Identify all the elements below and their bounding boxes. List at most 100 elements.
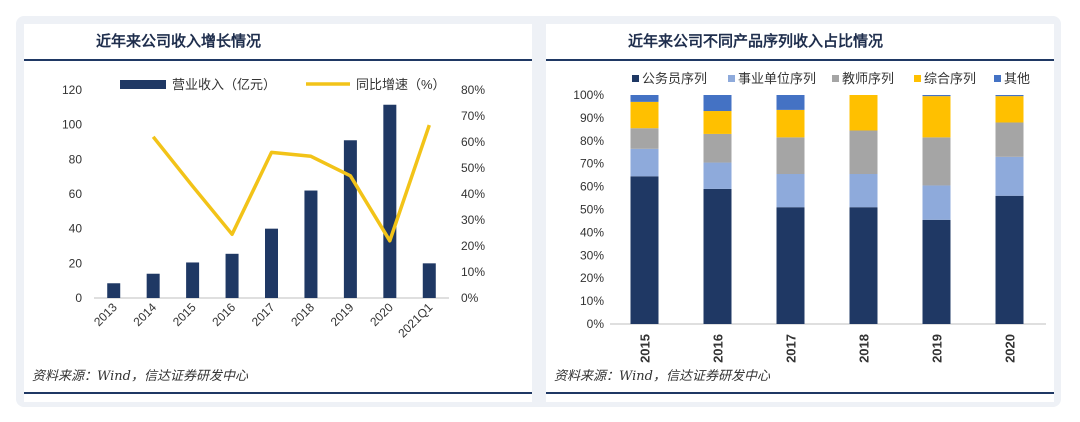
stacked-segment <box>630 148 659 177</box>
stacked-segment <box>703 133 732 163</box>
stacked-segment <box>922 219 951 324</box>
revenue-bar <box>186 262 200 298</box>
x-tick-label: 2016 <box>209 300 238 329</box>
stacked-segment <box>776 174 805 208</box>
stacked-segment <box>922 185 951 220</box>
y-tick-label: 50% <box>580 203 604 217</box>
y-tick-label: 40% <box>580 225 604 239</box>
y-left-tick-label: 60 <box>69 187 83 201</box>
x-tick-label: 2020 <box>1003 334 1018 363</box>
y-right-tick-label: 20% <box>461 239 485 253</box>
legend-swatch <box>728 75 735 82</box>
x-tick-label: 2020 <box>367 300 396 329</box>
stacked-segment <box>703 162 732 189</box>
stacked-segment <box>849 95 878 131</box>
stacked-segment <box>703 188 732 324</box>
revenue-bar <box>383 104 397 298</box>
stacked-segment <box>630 128 659 149</box>
y-left-tick-label: 100 <box>62 118 82 132</box>
left-chart-title: 近年来公司收入增长情况 <box>96 32 262 50</box>
y-left-tick-label: 20 <box>69 256 83 270</box>
legend-label-revenue: 营业收入（亿元） <box>172 77 276 92</box>
y-left-tick-label: 120 <box>62 83 82 97</box>
bottom-rule <box>24 392 532 394</box>
stacked-segment <box>922 95 951 97</box>
revenue-chart: 0 20 40 60 80 100 120 0% 10% 20% 30% 40% 50% 60% 70% 80… <box>62 77 485 340</box>
y-tick-label: 60% <box>580 180 604 194</box>
revenue-bar <box>265 228 278 298</box>
y-right-tick-label: 40% <box>461 187 485 201</box>
y-tick-label: 0% <box>587 317 605 331</box>
y-tick-label: 70% <box>580 157 604 171</box>
y-tick-label: 20% <box>580 271 604 285</box>
stacked-segment <box>995 96 1024 123</box>
x-tick-label: 2014 <box>131 300 160 329</box>
left-source-note: 资料来源：Wind，信达证券研发中心 <box>32 369 248 384</box>
stacked-segment <box>995 156 1024 196</box>
right-source-note: 资料来源：Wind，信达证券研发中心 <box>554 369 770 384</box>
legend-label: 其他 <box>1004 71 1030 86</box>
x-tick-label: 2021Q1 <box>395 300 435 340</box>
y-tick-label: 80% <box>580 134 604 148</box>
y-right-tick-label: 30% <box>461 213 485 227</box>
stacked-segment <box>849 174 878 208</box>
y-left-tick-label: 0 <box>75 291 82 305</box>
legend-swatch <box>832 75 839 82</box>
stacked-segment <box>630 101 659 129</box>
legend-swatch-revenue <box>120 80 166 89</box>
y-left-tick-label: 80 <box>69 152 83 166</box>
stacked-segment <box>995 195 1024 324</box>
y-right-tick-label: 60% <box>461 135 485 149</box>
y-right-tick-label: 0% <box>461 291 479 305</box>
revenue-bar <box>422 263 436 298</box>
right-chart-panel: 近年来公司不同产品序列收入占比情况 0% 10% 20% 30% 40% 50% 60% 70… <box>546 24 1054 402</box>
stacked-segment <box>776 207 805 324</box>
stacked-segment <box>922 96 951 138</box>
revenue-bar <box>304 190 318 298</box>
y-right-tick-label: 70% <box>461 109 485 123</box>
x-tick-label: 2018 <box>288 300 317 329</box>
stacked-segment <box>776 95 805 110</box>
legend-label-growth: 同比增速（%） <box>356 77 446 92</box>
revenue-bar <box>225 253 239 298</box>
y-right-tick-label: 50% <box>461 161 485 175</box>
legend-swatch <box>914 75 921 82</box>
bottom-rule <box>546 392 1054 394</box>
stacked-segment <box>849 130 878 175</box>
product-mix-chart: 0% 10% 20% 30% 40% 50% 60% 70% 80% 90% 100% 2015 201… <box>573 71 1046 363</box>
revenue-bar <box>107 283 121 298</box>
legend-label: 教师序列 <box>842 71 894 86</box>
title-rule <box>546 59 1054 61</box>
legend-label: 公务员序列 <box>642 71 707 86</box>
growth-rate-line <box>151 124 431 243</box>
x-tick-label: 2019 <box>930 334 945 363</box>
title-rule <box>24 59 532 61</box>
y-tick-label: 90% <box>580 111 604 125</box>
x-tick-label: 2018 <box>857 334 872 363</box>
revenue-bar <box>146 273 160 298</box>
legend-label: 事业单位序列 <box>738 71 816 86</box>
x-tick-label: 2019 <box>328 300 357 329</box>
y-right-tick-label: 10% <box>461 265 485 279</box>
legend-swatch <box>994 75 1001 82</box>
y-left-tick-label: 40 <box>69 222 83 236</box>
x-tick-label: 2015 <box>170 300 199 329</box>
stacked-segment <box>703 95 732 112</box>
stacked-segment <box>776 137 805 175</box>
x-tick-label: 2016 <box>711 334 726 363</box>
revenue-bar <box>343 140 357 298</box>
stacked-segment <box>703 111 732 134</box>
stacked-segment <box>630 95 659 102</box>
y-right-tick-label: 80% <box>461 83 485 97</box>
right-chart-title: 近年来公司不同产品序列收入占比情况 <box>628 32 884 50</box>
stacked-segment <box>776 109 805 138</box>
legend-swatch <box>632 75 639 82</box>
y-tick-label: 30% <box>580 248 604 262</box>
stacked-segment <box>922 137 951 186</box>
x-tick-label: 2015 <box>638 334 653 363</box>
stacked-segment <box>995 95 1024 97</box>
y-tick-label: 10% <box>580 294 604 308</box>
left-chart-panel: 近年来公司收入增长情况 0 20 40 60 80 100 120 0% 10% 20% 30% 40… <box>24 24 532 402</box>
stacked-segment <box>630 176 659 324</box>
x-tick-label: 2017 <box>784 334 799 363</box>
